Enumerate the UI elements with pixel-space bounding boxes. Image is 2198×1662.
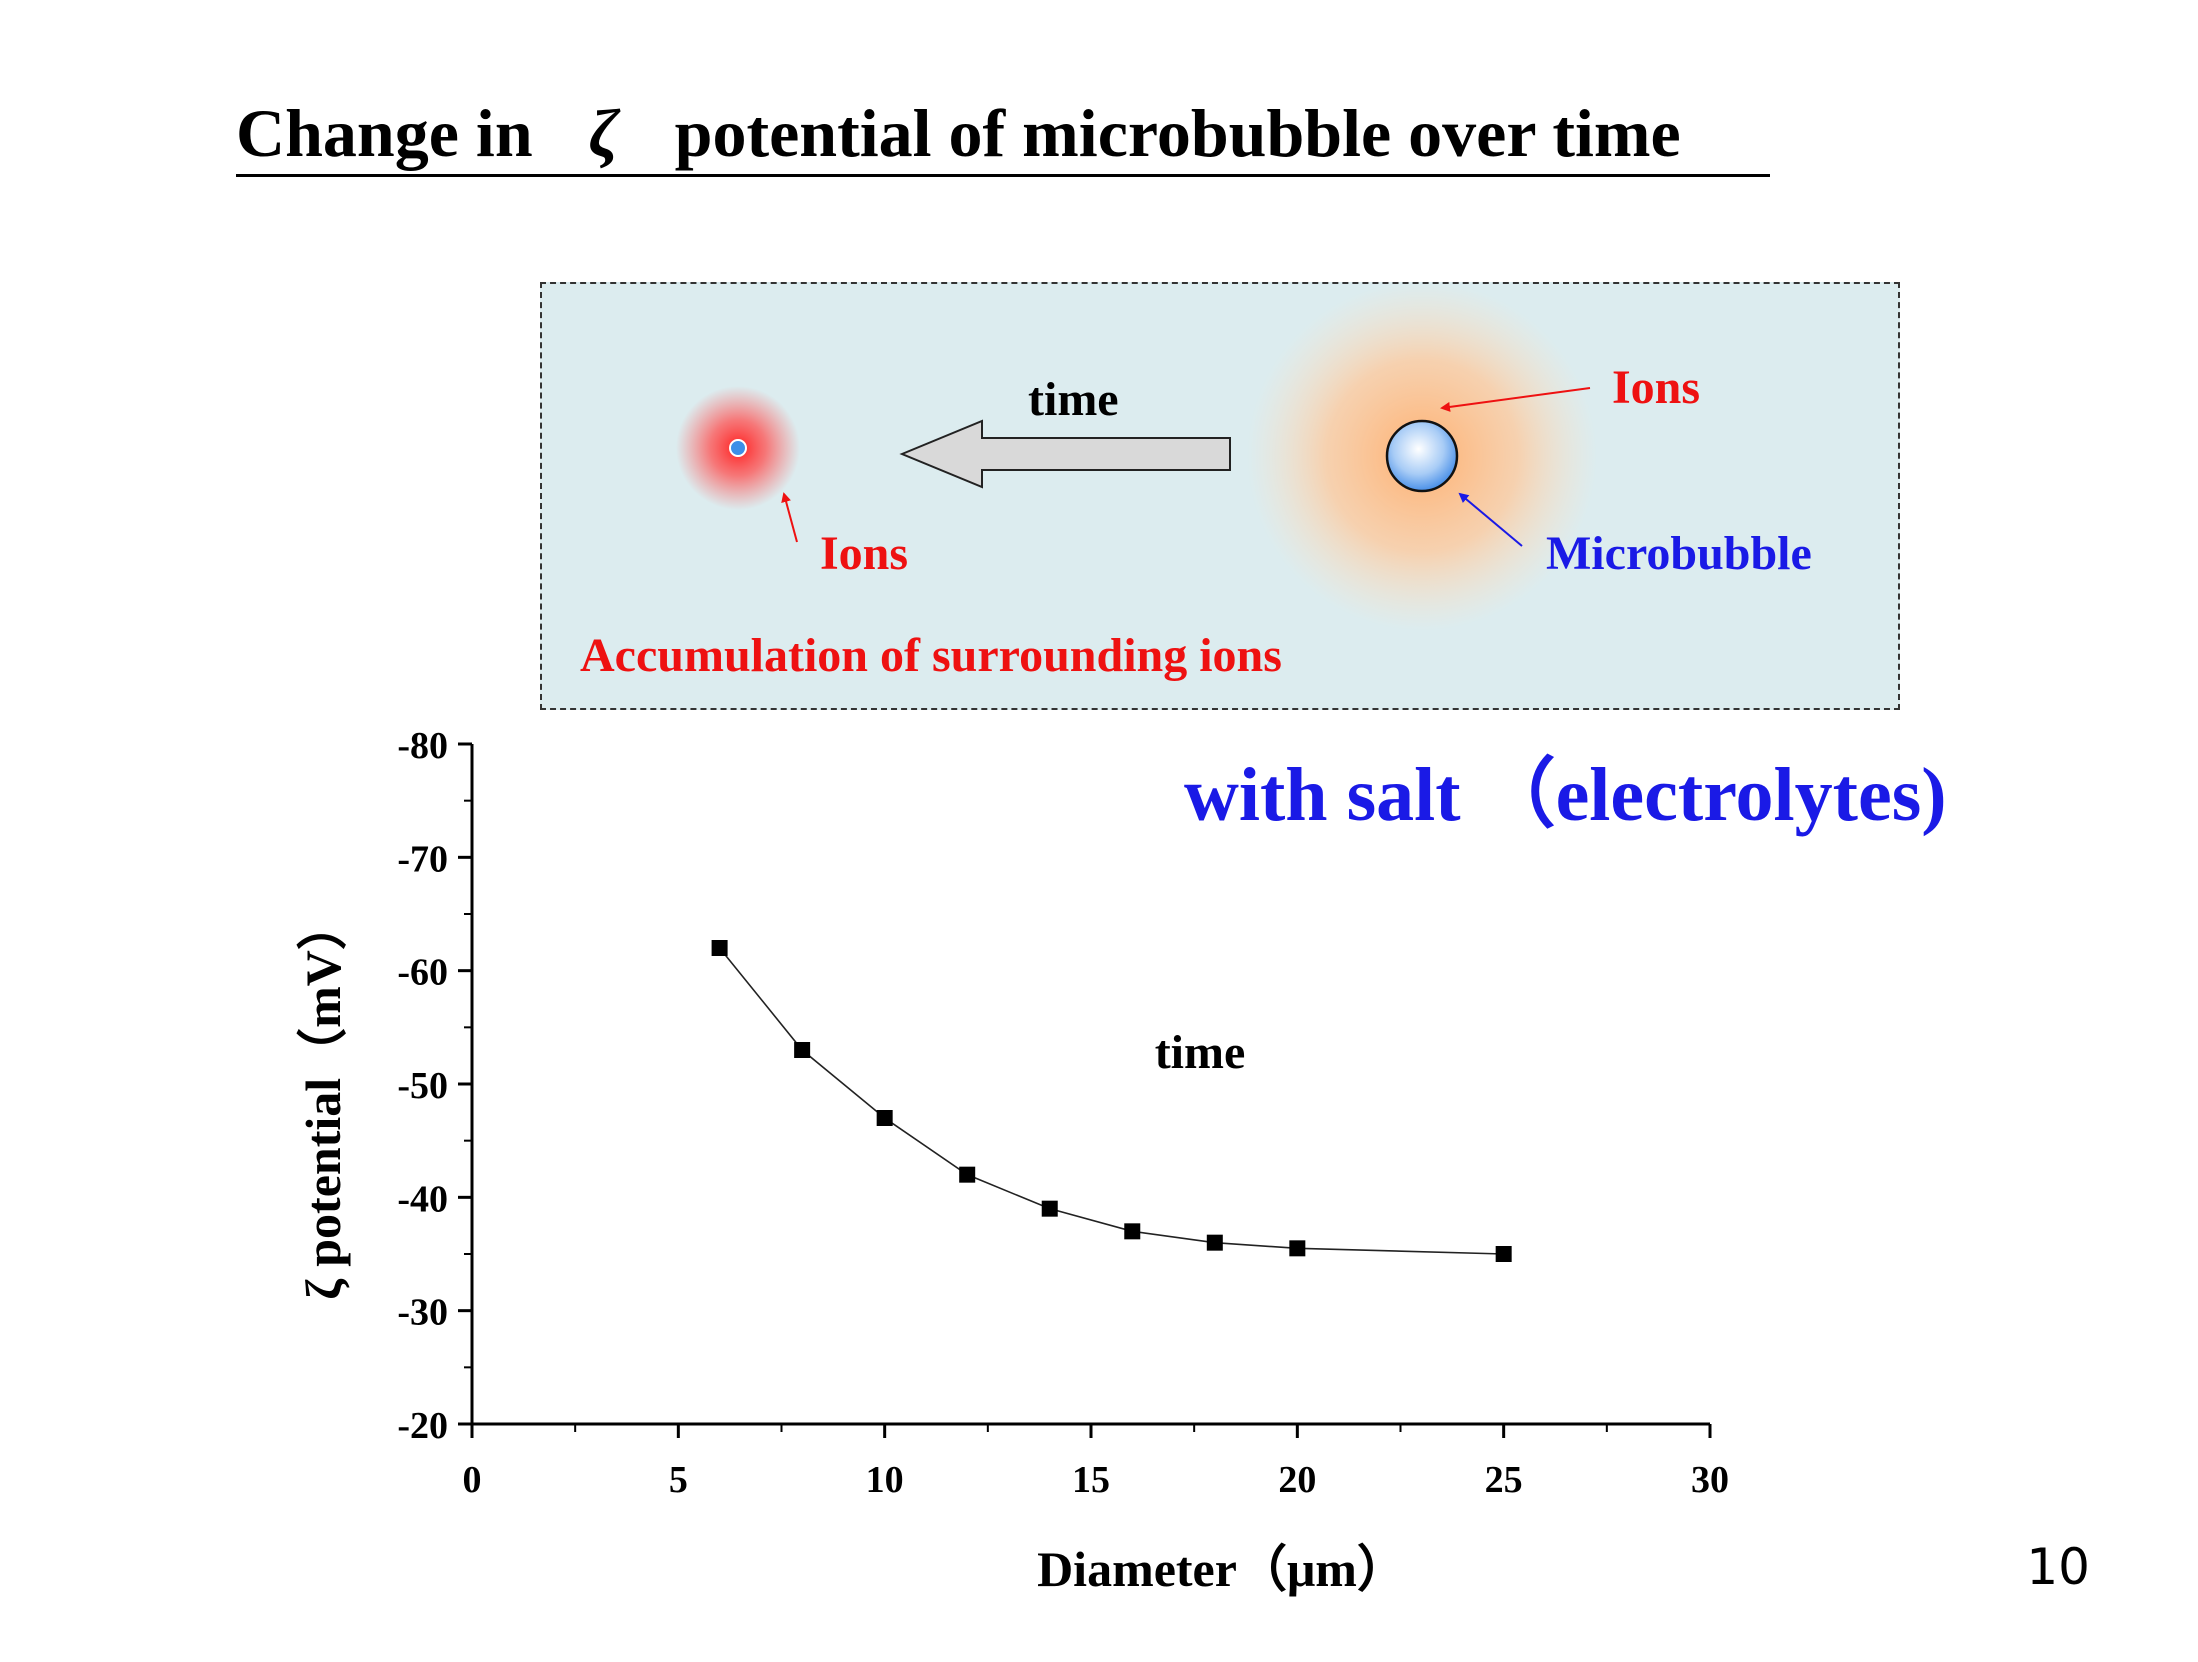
x-tick-label: 20	[1278, 1459, 1316, 1501]
data-point	[959, 1166, 976, 1183]
ions-label-left: Ions	[820, 527, 909, 580]
data-point	[1289, 1240, 1306, 1257]
chart-subtitle: with salt （electrolytes)	[1184, 753, 1947, 837]
microbubble-label: Microbubble	[1546, 527, 1812, 580]
y-tick-label: -50	[397, 1065, 448, 1107]
y-axis-label: ζ potential（mV）	[295, 900, 351, 1300]
diagram-graphic	[676, 284, 1597, 631]
microbubble-pointer	[1458, 492, 1523, 547]
ions-label-right: Ions	[1612, 361, 1701, 414]
data-point	[1124, 1223, 1141, 1240]
x-tick-label: 10	[866, 1459, 904, 1501]
y-tick-label: -40	[397, 1178, 448, 1220]
data-point	[1495, 1246, 1512, 1262]
chart-axes	[470, 744, 1710, 1426]
data-point	[1206, 1234, 1223, 1251]
title-text-start: Change in	[236, 95, 533, 171]
chart-ticks: 0 5 10 15 20 25 30 -20 -30 -40 -50 -60 -70 -80	[397, 725, 1729, 1501]
accumulation-caption: Accumulation of surrounding ions	[580, 629, 1282, 682]
x-tick-label: 0	[463, 1459, 482, 1501]
chart-annotation: time	[1155, 1026, 1246, 1079]
title-text-end: potential of microbubble over time	[674, 95, 1681, 171]
small-microbubble-icon	[729, 439, 747, 457]
y-tick-label: -70	[397, 838, 448, 880]
zeta-symbol: ζ	[588, 95, 619, 171]
y-tick-label: -60	[397, 952, 448, 994]
diagram-panel: time Ions Ions Microbubble Accumulation …	[540, 282, 1900, 710]
data-point	[794, 1042, 811, 1058]
series-line	[718, 947, 1504, 1255]
data-point	[711, 940, 728, 956]
data-point	[1041, 1200, 1058, 1217]
time-label: time	[1028, 373, 1119, 426]
page-number: 10	[2026, 1538, 2090, 1596]
ions-left-pointer	[781, 492, 798, 543]
chart-series	[711, 940, 1512, 1262]
data-point	[876, 1110, 893, 1126]
x-tick-label: 25	[1485, 1459, 1523, 1501]
left-arrow-icon	[899, 419, 1231, 489]
y-tick-label: -80	[397, 725, 448, 767]
slide-title: Change in ζ potential of microbubble ove…	[236, 92, 1770, 177]
microbubble-icon	[1385, 419, 1459, 493]
x-tick-label: 15	[1072, 1459, 1110, 1501]
x-tick-label: 5	[669, 1459, 688, 1501]
y-tick-label: -30	[397, 1292, 448, 1334]
y-tick-label: -20	[397, 1405, 448, 1447]
ions-right-pointer	[1440, 387, 1591, 412]
x-axis-label: Diameter（μm）	[1037, 1541, 1407, 1597]
x-tick-label: 30	[1691, 1459, 1729, 1501]
